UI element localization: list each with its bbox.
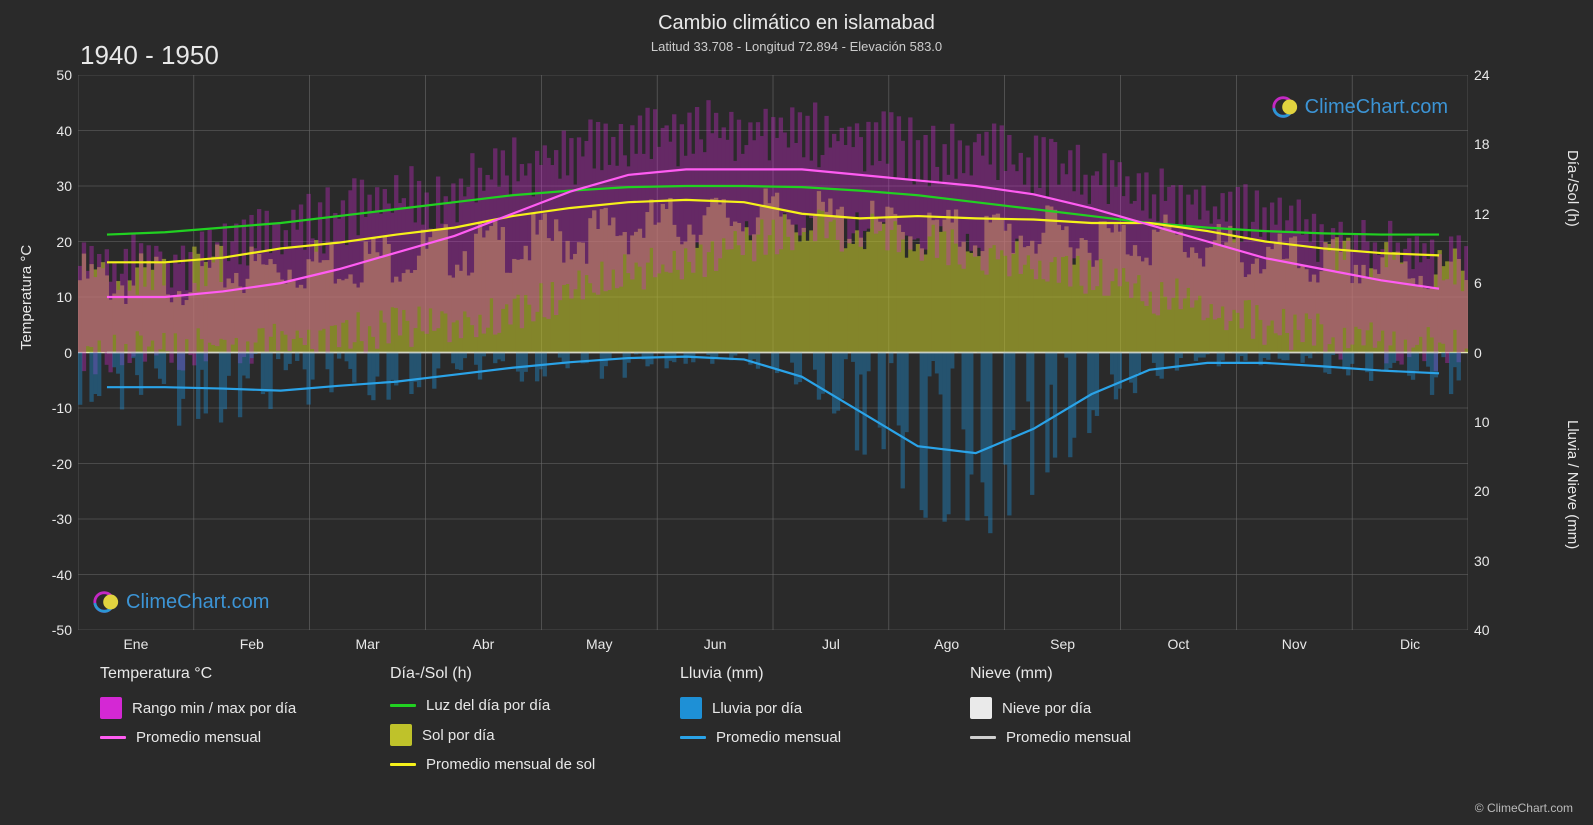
x-tick-month: Ene <box>123 636 148 652</box>
x-tick-month: Mar <box>356 636 380 652</box>
legend-label: Lluvia por día <box>712 700 802 717</box>
y-tick-left: 40 <box>56 123 72 139</box>
y-tick-left: -30 <box>52 511 72 527</box>
x-tick-month: Abr <box>473 636 495 652</box>
x-tick-month: Sep <box>1050 636 1075 652</box>
y-tick-left: -10 <box>52 400 72 416</box>
copyright-text: © ClimeChart.com <box>1475 801 1573 815</box>
legend-item: Promedio mensual <box>970 729 1230 746</box>
legend-label: Promedio mensual de sol <box>426 756 595 773</box>
y-tick-right-mm: 10 <box>1474 414 1490 430</box>
legend-item: Promedio mensual de sol <box>390 756 650 773</box>
legend-swatch-line <box>100 736 126 739</box>
y-tick-right-mm: 40 <box>1474 622 1490 638</box>
logo-icon <box>92 588 120 616</box>
chart-subtitle: Latitud 33.708 - Longitud 72.894 - Eleva… <box>0 39 1593 54</box>
x-tick-month: May <box>586 636 612 652</box>
y-tick-left: 30 <box>56 178 72 194</box>
x-tick-month: Jun <box>704 636 727 652</box>
legend-swatch-box <box>100 697 122 719</box>
y-tick-right-hours: 0 <box>1474 345 1482 361</box>
legend-header: Temperatura °C <box>100 665 360 683</box>
legend-swatch-box <box>680 697 702 719</box>
chart-title: Cambio climático en islamabad <box>0 0 1593 35</box>
legend-label: Sol por día <box>422 727 495 744</box>
legend-label: Nieve por día <box>1002 700 1091 717</box>
legend-swatch-line <box>970 736 996 739</box>
y-tick-left: -50 <box>52 622 72 638</box>
y-tick-right-hours: 18 <box>1474 136 1490 152</box>
watermark-bottom: ClimeChart.com <box>92 588 269 616</box>
y-tick-right-mm: 30 <box>1474 553 1490 569</box>
legend-item: Luz del día por día <box>390 697 650 714</box>
legend-item: Lluvia por día <box>680 697 940 719</box>
legend-swatch-line <box>390 763 416 766</box>
legend-header: Día-/Sol (h) <box>390 665 650 683</box>
y-tick-right-hours: 12 <box>1474 206 1490 222</box>
legend-swatch-box <box>970 697 992 719</box>
y-axis-right-top-label: Día-/Sol (h) <box>1564 150 1581 227</box>
legend-label: Promedio mensual <box>1006 729 1131 746</box>
x-tick-month: Jul <box>822 636 840 652</box>
legend-group: Nieve (mm) Nieve por día Promedio mensual <box>970 665 1230 773</box>
y-tick-left: -20 <box>52 456 72 472</box>
y-tick-left: -40 <box>52 567 72 583</box>
legend-swatch-box <box>390 724 412 746</box>
legend: Temperatura °C Rango min / max por día Pro… <box>100 665 1500 773</box>
watermark-text: ClimeChart.com <box>126 591 269 614</box>
x-tick-month: Ago <box>934 636 959 652</box>
y-tick-right-hours: 24 <box>1474 67 1490 83</box>
legend-item: Nieve por día <box>970 697 1230 719</box>
legend-swatch-line <box>390 704 416 707</box>
plot-area: ClimeChart.com ClimeChart.com 5040302010… <box>78 75 1468 630</box>
x-tick-month: Nov <box>1282 636 1307 652</box>
legend-group: Día-/Sol (h) Luz del día por día Sol por d… <box>390 665 650 773</box>
legend-label: Promedio mensual <box>716 729 841 746</box>
x-tick-month: Dic <box>1400 636 1420 652</box>
y-tick-right-hours: 6 <box>1474 275 1482 291</box>
y-tick-right-mm: 20 <box>1474 483 1490 499</box>
legend-header: Lluvia (mm) <box>680 665 940 683</box>
y-tick-left: 20 <box>56 234 72 250</box>
legend-label: Rango min / max por día <box>132 700 296 717</box>
legend-label: Luz del día por día <box>426 697 550 714</box>
y-tick-left: 0 <box>64 345 72 361</box>
watermark-text: ClimeChart.com <box>1305 96 1448 119</box>
y-tick-left: 10 <box>56 289 72 305</box>
legend-group: Lluvia (mm) Lluvia por día Promedio mensua… <box>680 665 940 773</box>
y-tick-left: 50 <box>56 67 72 83</box>
logo-icon <box>1271 93 1299 121</box>
plot-svg <box>78 75 1468 630</box>
y-axis-right-bottom-label: Lluvia / Nieve (mm) <box>1564 420 1581 549</box>
legend-item: Promedio mensual <box>680 729 940 746</box>
watermark-top: ClimeChart.com <box>1271 93 1448 121</box>
climate-chart: Cambio climático en islamabad Latitud 33… <box>0 0 1593 825</box>
legend-item: Rango min / max por día <box>100 697 360 719</box>
year-range-label: 1940 - 1950 <box>80 40 219 71</box>
legend-group: Temperatura °C Rango min / max por día Pro… <box>100 665 360 773</box>
legend-label: Promedio mensual <box>136 729 261 746</box>
legend-item: Promedio mensual <box>100 729 360 746</box>
x-tick-month: Oct <box>1168 636 1190 652</box>
legend-header: Nieve (mm) <box>970 665 1230 683</box>
x-tick-month: Feb <box>240 636 264 652</box>
legend-item: Sol por día <box>390 724 650 746</box>
legend-swatch-line <box>680 736 706 739</box>
y-axis-left-label: Temperatura °C <box>18 245 35 350</box>
